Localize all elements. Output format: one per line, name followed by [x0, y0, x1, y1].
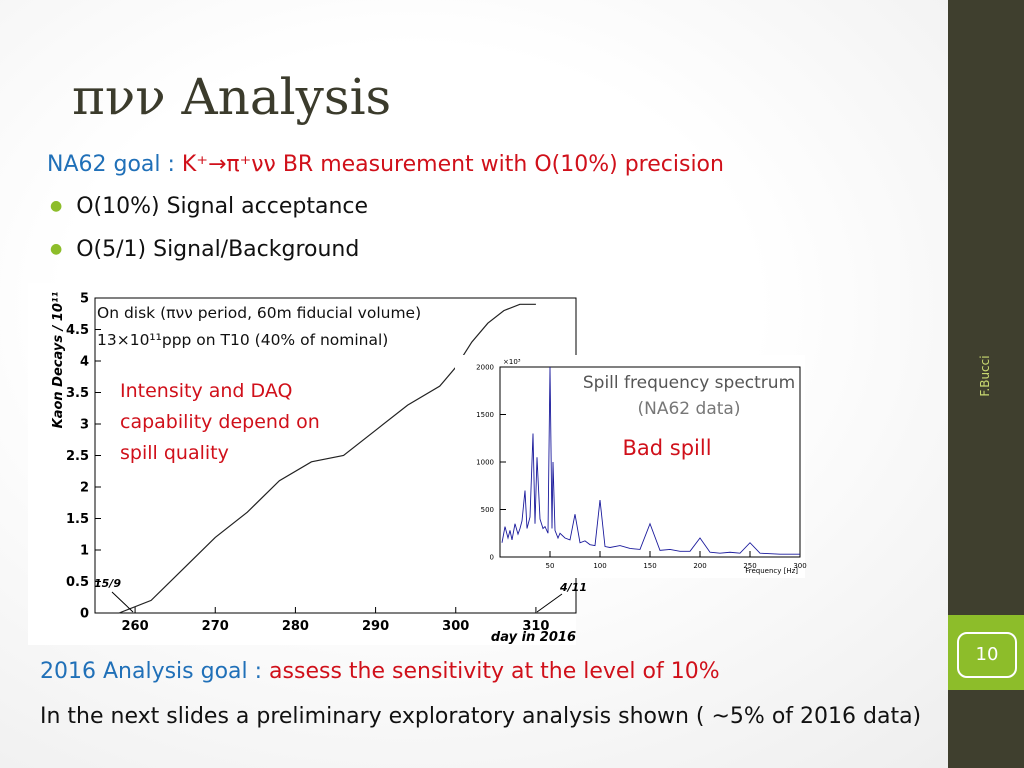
y-tick-label: 1500	[476, 411, 494, 419]
y-axis-label: Kaon Decays / 10¹¹	[51, 291, 66, 428]
y-tick-label: 2.5	[66, 449, 89, 464]
date-label: 15/9	[94, 577, 121, 590]
x-tick-label: 280	[282, 619, 309, 634]
y-scale: ×10³	[503, 358, 521, 366]
footer-label: 2016 Analysis goal :	[40, 659, 263, 684]
slide-title: πνν Analysis	[72, 68, 392, 126]
x-tick-label: 50	[546, 562, 555, 570]
y-tick-label: 5	[80, 292, 89, 307]
x-tick-label: 100	[593, 562, 606, 570]
y-tick-label: 0.5	[66, 575, 89, 590]
bullet: ● O(5/1) Signal/Background	[50, 237, 359, 262]
annotation: Bad spill	[622, 436, 711, 460]
x-tick-label: 290	[362, 619, 389, 634]
x-tick-label: 150	[643, 562, 656, 570]
x-axis-label: Frequency [Hz]	[745, 567, 798, 575]
y-tick-label: 0	[80, 607, 89, 622]
x-tick-label: 310	[522, 619, 549, 634]
y-tick-label: 1.5	[66, 512, 89, 527]
goal: NA62 goal : K⁺→π⁺νν BR measurement with …	[47, 152, 724, 177]
goal-text: K⁺→π⁺νν BR measurement with O(10%) preci…	[181, 152, 724, 177]
x-tick-label: 260	[122, 619, 149, 634]
goal-label: NA62 goal :	[47, 152, 175, 177]
y-tick-label: 1	[80, 544, 89, 559]
x-tick-label: 270	[202, 619, 229, 634]
date-label: 4/11	[559, 581, 587, 594]
y-tick-label: 2	[80, 481, 89, 496]
footer-goal: 2016 Analysis goal : assess the sensitiv…	[40, 659, 720, 684]
x-tick-label: 200	[693, 562, 706, 570]
bullet: ● O(10%) Signal acceptance	[50, 194, 368, 219]
page-number: 10	[957, 632, 1017, 678]
y-tick-label: 4.5	[66, 323, 89, 338]
y-tick-label: 2000	[476, 363, 494, 371]
x-tick-label: 250	[743, 562, 756, 570]
y-tick-label: 4	[80, 355, 89, 370]
y-tick-label: 3	[80, 418, 89, 433]
y-tick-label: 1000	[476, 458, 494, 466]
chart-title: Spill frequency spectrum	[583, 373, 795, 393]
x-axis-label: day in 2016	[491, 630, 576, 645]
annotation: On disk (πνν period, 60m fiducial volume…	[97, 304, 422, 322]
y-tick-label: 500	[481, 506, 494, 514]
x-tick-label: 300	[793, 562, 806, 570]
author: F.Bucci	[978, 355, 992, 397]
chart-background	[455, 355, 805, 578]
x-tick-label: 300	[442, 619, 469, 634]
data-line	[118, 303, 536, 614]
arrow	[536, 593, 563, 613]
footer-text: assess the sensitivity at the level of 1…	[269, 659, 720, 684]
bullet-dot: ●	[50, 241, 63, 257]
y-tick-label: 3.5	[66, 386, 89, 401]
annotation: 13×10¹¹ppp on T10 (40% of nominal)	[97, 331, 389, 349]
bullet-text: O(5/1) Signal/Background	[76, 237, 360, 262]
arrow	[111, 591, 134, 613]
footer-note: In the next slides a preliminary explora…	[40, 704, 922, 729]
chart-subtitle: (NA62 data)	[638, 399, 741, 419]
annotation: Intensity and DAQ capability depend on s…	[120, 380, 320, 464]
data-line	[501, 366, 800, 555]
bullet-text: O(10%) Signal acceptance	[76, 194, 369, 219]
y-tick-label: 0	[490, 553, 494, 561]
bullet-dot: ●	[50, 198, 63, 214]
